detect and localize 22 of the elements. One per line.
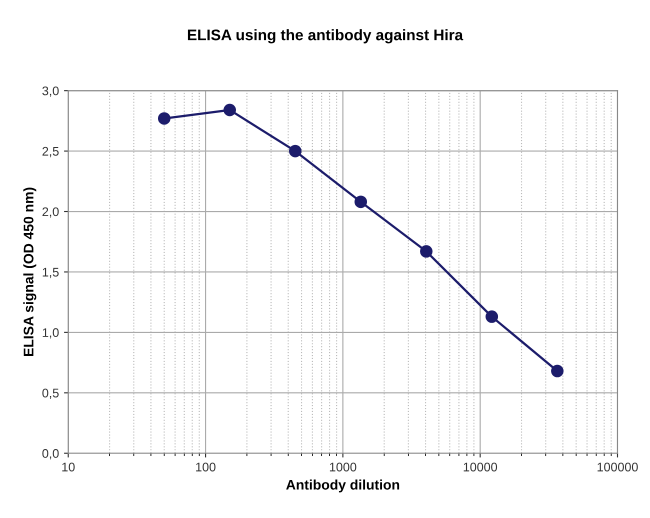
x-tick-label: 1000 (330, 462, 356, 472)
point (223, 104, 236, 116)
x-axis-title: Antibody dilution (286, 479, 400, 492)
point (551, 364, 564, 378)
point (420, 245, 433, 258)
y-tick-label: 2,0 (42, 207, 59, 218)
x-tick-label: 100000 (598, 462, 638, 472)
point (289, 144, 302, 158)
point (354, 196, 368, 208)
y-tick-label: 2,5 (42, 146, 59, 158)
point (158, 112, 170, 125)
y-axis-title: ELISA signal (OD 450 nm) (23, 188, 36, 356)
y-tick-label: 3,0 (42, 86, 59, 97)
y-tick-label: 0,0 (42, 449, 59, 460)
x-tick-label: 10000 (464, 462, 498, 472)
x-tick-label: 10 (62, 462, 75, 472)
y-tick-label: 1,0 (42, 328, 59, 339)
x-tick-label: 100 (196, 462, 216, 472)
y-tick-label: 1,5 (42, 268, 59, 278)
point (486, 310, 498, 323)
chart-title: ELISA using the antibody against Hira (188, 29, 464, 44)
y-tick-label: 0,5 (42, 388, 59, 399)
